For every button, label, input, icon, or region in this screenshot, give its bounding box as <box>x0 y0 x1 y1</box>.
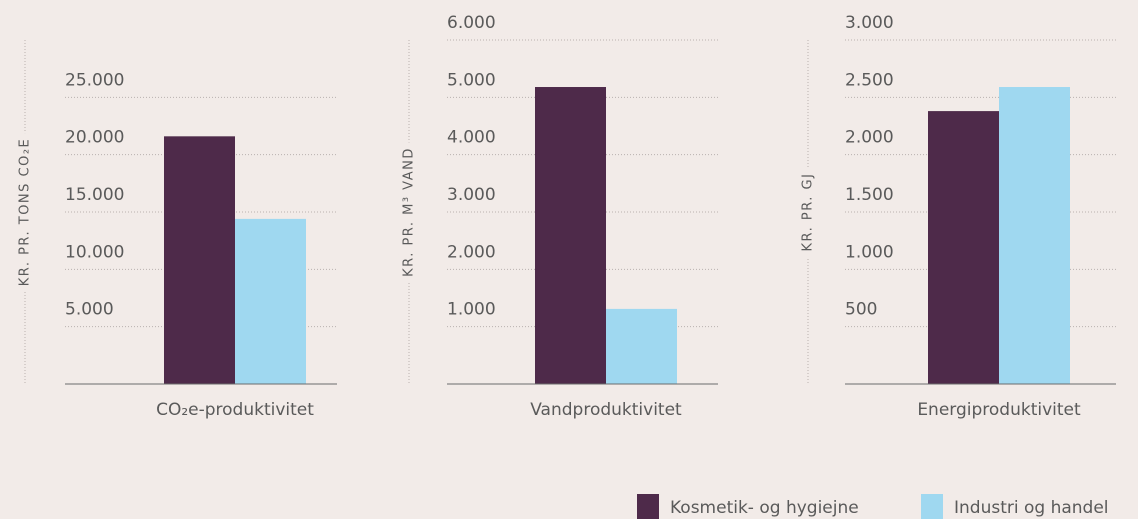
bar <box>535 87 606 384</box>
legend-swatch <box>921 494 943 519</box>
y-tick-label: 20.000 <box>65 128 124 148</box>
bar <box>999 87 1070 384</box>
y-axis-label: KR. PR. M³ VAND <box>402 147 417 277</box>
x-tick-label: Energiproduktivitet <box>917 400 1081 420</box>
bar <box>164 136 235 384</box>
x-tick-label: Vandproduktivitet <box>530 400 682 420</box>
y-tick-label: 6.000 <box>447 13 496 33</box>
y-tick-label: 5.000 <box>447 70 496 90</box>
y-tick-label: 1.000 <box>447 300 496 320</box>
y-tick-label: 2.000 <box>845 128 894 148</box>
y-tick-label: 4.000 <box>447 128 496 148</box>
legend-label: Kosmetik- og hygiejne <box>670 498 859 518</box>
legend-label: Industri og handel <box>954 498 1109 518</box>
y-tick-label: 10.000 <box>65 242 124 262</box>
y-tick-label: 3.000 <box>845 13 894 33</box>
y-axis-label: KR. PR. TONS CO₂E <box>18 138 33 287</box>
y-tick-label: 2.500 <box>845 70 894 90</box>
y-tick-label: 2.000 <box>447 242 496 262</box>
y-tick-label: 25.000 <box>65 70 124 90</box>
y-tick-label: 3.000 <box>447 185 496 205</box>
legend-swatch <box>637 494 659 519</box>
bar <box>606 308 677 384</box>
bar <box>928 111 999 385</box>
y-tick-label: 15.000 <box>65 185 124 205</box>
bar <box>235 218 306 384</box>
y-tick-label: 500 <box>845 300 877 320</box>
y-tick-label: 1.000 <box>845 242 894 262</box>
x-tick-label: CO₂e-produktivitet <box>156 400 314 420</box>
y-axis-label: KR. PR. GJ <box>801 173 816 252</box>
y-tick-label: 5.000 <box>65 300 114 320</box>
y-tick-label: 1.500 <box>845 185 894 205</box>
